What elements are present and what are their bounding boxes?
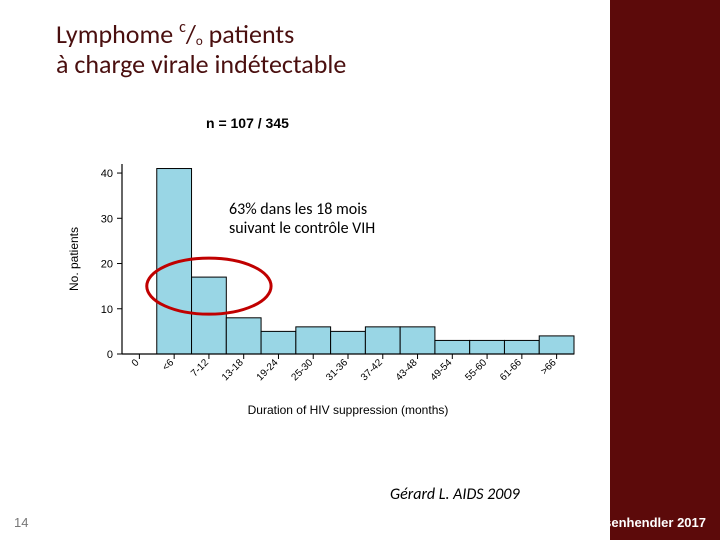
y-tick-label: 0 bbox=[107, 349, 113, 361]
bar bbox=[296, 327, 331, 354]
y-tick-label: 40 bbox=[101, 168, 113, 180]
bar bbox=[226, 318, 261, 354]
title-slash: / bbox=[186, 18, 196, 50]
annotation-line1: 63% dans les 18 mois bbox=[229, 200, 367, 219]
chart-container: 0 10 20 30 40 0 <6 7-12 13-18 19-24 25-30 31-36 37-4… bbox=[64, 150, 594, 450]
y-tick-label: 10 bbox=[101, 304, 113, 316]
y-tick-label: 20 bbox=[101, 259, 113, 271]
chart-annotation: 63% dans les 18 mois suivant le contrôle… bbox=[229, 200, 375, 238]
bar bbox=[539, 336, 574, 354]
title-sup-c: c bbox=[179, 18, 186, 37]
bar bbox=[261, 331, 296, 354]
bar bbox=[504, 340, 539, 354]
title-sub-o: o bbox=[196, 34, 203, 49]
bar bbox=[331, 331, 366, 354]
x-tick-label: 55-60 bbox=[463, 357, 489, 383]
x-tick-label: 13-18 bbox=[220, 357, 246, 383]
x-tick-label: 19-24 bbox=[255, 357, 281, 383]
y-axis-label: No. patients bbox=[67, 227, 81, 291]
x-axis-label: Duration of HIV suppression (months) bbox=[248, 403, 449, 417]
page-number: 14 bbox=[14, 515, 28, 530]
annotation-line2: suivant le contrôle VIH bbox=[229, 219, 375, 238]
x-tick-label: <6 bbox=[160, 357, 176, 373]
bar bbox=[470, 340, 505, 354]
title-line1-a: Lymphome bbox=[56, 18, 179, 50]
x-tick-label: 7-12 bbox=[189, 357, 211, 379]
x-tick-label: 31-36 bbox=[324, 357, 350, 383]
y-tick-label: 30 bbox=[101, 213, 113, 225]
slide-root: Lymphome c/o patients à charge virale in… bbox=[0, 0, 720, 540]
title-line1-b: patients bbox=[203, 18, 294, 50]
side-band bbox=[610, 0, 720, 540]
bar bbox=[365, 327, 400, 354]
x-tick-label: 0 bbox=[130, 357, 142, 369]
x-tick-label: 49-54 bbox=[429, 357, 455, 383]
x-tick-label: 43-48 bbox=[394, 357, 420, 383]
histogram-chart: 0 10 20 30 40 0 <6 7-12 13-18 19-24 25-30 31-36 37-4… bbox=[64, 150, 594, 450]
x-tick-label: 37-42 bbox=[359, 357, 385, 383]
bar bbox=[435, 340, 470, 354]
title-line2: à charge virale indétectable bbox=[56, 48, 346, 80]
n-label: n = 107 / 345 bbox=[206, 115, 289, 131]
x-tick-label: >66 bbox=[539, 357, 559, 377]
citation: Gérard L. AIDS 2009 bbox=[390, 485, 520, 504]
x-tick-label: 25-30 bbox=[289, 357, 315, 383]
x-tick-label: 61-66 bbox=[498, 357, 524, 383]
slide-title: Lymphome c/o patients à charge virale in… bbox=[56, 20, 346, 80]
bar bbox=[400, 327, 435, 354]
footer-author: Oksenhendler 2017 bbox=[587, 515, 706, 530]
